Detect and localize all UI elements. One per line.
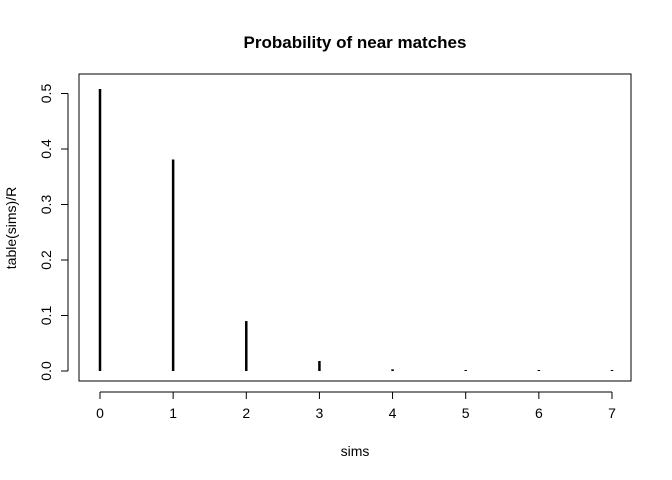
x-tick-label: 7 <box>608 405 616 421</box>
x-axis-label: sims <box>341 443 370 459</box>
x-tick-label: 6 <box>535 405 543 421</box>
x-tick-label: 4 <box>389 405 397 421</box>
x-tick-label: 1 <box>169 405 177 421</box>
x-tick-label: 0 <box>96 405 104 421</box>
plot-frame <box>78 73 632 382</box>
chart-title: Probability of near matches <box>244 33 467 52</box>
y-tick-label: 0.5 <box>38 84 54 104</box>
x-tick-label: 5 <box>462 405 470 421</box>
y-tick-label: 0.3 <box>38 195 54 215</box>
x-tick-label: 2 <box>242 405 250 421</box>
y-axis-label: table(sims)/R <box>3 187 19 269</box>
y-axis: 0.0 0.1 0.2 0.3 0.4 0.5 <box>38 84 69 381</box>
needle-series <box>98 89 614 371</box>
x-tick-label: 3 <box>316 405 324 421</box>
y-tick-label: 0.1 <box>38 306 54 326</box>
x-axis: 0 1 2 3 4 5 6 7 <box>96 391 616 421</box>
y-tick-label: 0.2 <box>38 250 54 270</box>
y-tick-label: 0.0 <box>38 361 54 381</box>
y-tick-label: 0.4 <box>38 139 54 159</box>
